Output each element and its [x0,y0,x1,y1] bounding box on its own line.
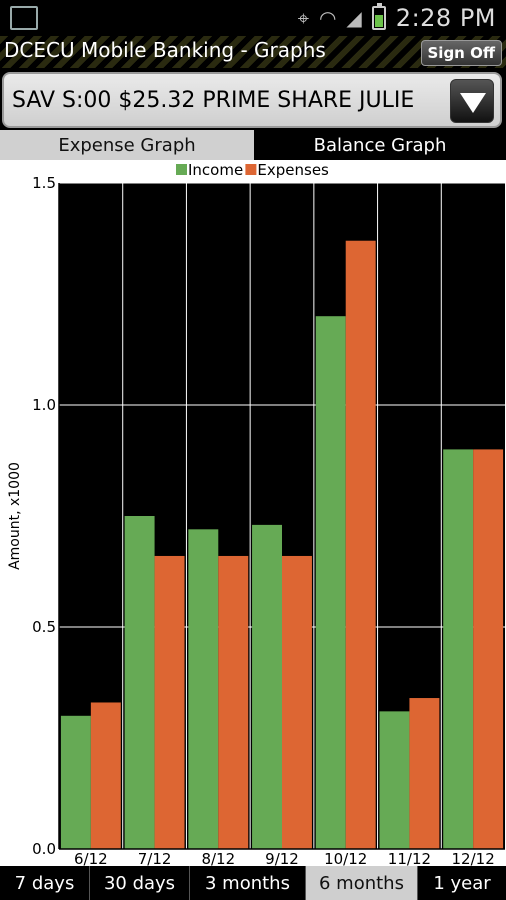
bar-expenses-7-12 [154,555,185,849]
bar-expenses-8-12 [218,555,249,849]
tab-balance-graph[interactable]: Balance Graph [254,130,506,160]
status-bar: ⌖ ◠ ◢ 2:28 PM [0,0,506,36]
expense-chart: 0.0 0.5 1.0 1.5 6/12 7/12 8/12 9/12 10/12 11/12 12… [0,160,506,866]
bar-income-7-12 [124,516,155,849]
x-tick-label: 10/12 [324,850,367,866]
range-3-months[interactable]: 3 months [190,866,306,900]
tab-expense-graph[interactable]: Expense Graph [0,130,254,160]
account-select-value: SAV S:00 $25.32 PRIME SHARE JULIE [12,88,415,113]
bar-income-10-12 [315,316,346,849]
y-tick-label: 1.0 [32,396,56,414]
legend-label-expenses: Expenses [257,161,329,179]
account-select[interactable]: SAV S:00 $25.32 PRIME SHARE JULIE [2,72,502,128]
status-icons: ⌖ ◠ ◢ 2:28 PM [298,0,496,36]
bar-expenses-6-12 [90,702,121,849]
bar-expenses-12-12 [473,449,504,849]
y-axis-title: Amount, x1000 [7,462,23,570]
app-header: DCECU Mobile Banking - Graphs Sign Off [0,36,506,68]
signal-icon: ◢ [346,6,362,30]
x-tick-label: 7/12 [138,850,172,866]
bar-income-11-12 [379,711,410,849]
battery-icon [371,3,386,30]
wifi-icon: ◠ [318,6,337,30]
graph-tabs: Expense Graph Balance Graph [0,130,506,160]
range-7-days[interactable]: 7 days [0,866,90,900]
x-tick-label: 12/12 [452,850,495,866]
legend-swatch-income [176,164,187,175]
bar-expenses-9-12 [282,555,312,849]
bar-income-9-12 [252,524,282,849]
status-time: 2:28 PM [395,4,496,32]
bar-expenses-10-12 [345,240,376,850]
bar-income-12-12 [443,449,474,849]
legend-label-income: Income [188,161,243,179]
page-title: DCECU Mobile Banking - Graphs [4,38,326,62]
range-6-months[interactable]: 6 months [306,866,418,900]
y-tick-label: 1.5 [32,174,56,192]
x-tick-label: 9/12 [265,850,299,866]
x-tick-label: 6/12 [74,850,108,866]
legend-swatch-expenses [245,164,257,175]
gps-icon: ⌖ [297,6,309,30]
range-tabs: 7 days 30 days 3 months 6 months 1 year [0,866,506,900]
sign-off-button[interactable]: Sign Off [420,40,502,66]
y-tick-label: 0.0 [32,840,56,858]
image-icon [10,6,38,30]
bar-income-6-12 [60,715,91,849]
bar-expenses-11-12 [409,698,440,849]
chart-svg: 0.0 0.5 1.0 1.5 6/12 7/12 8/12 9/12 10/12 11/12 12… [7,161,505,866]
range-30-days[interactable]: 30 days [90,866,190,900]
dropdown-arrow-icon[interactable] [450,79,494,123]
x-tick-label: 8/12 [201,850,235,866]
range-1-year[interactable]: 1 year [433,872,491,894]
y-tick-label: 0.5 [32,618,56,636]
x-tick-label: 11/12 [388,850,431,866]
bar-income-8-12 [188,529,219,849]
